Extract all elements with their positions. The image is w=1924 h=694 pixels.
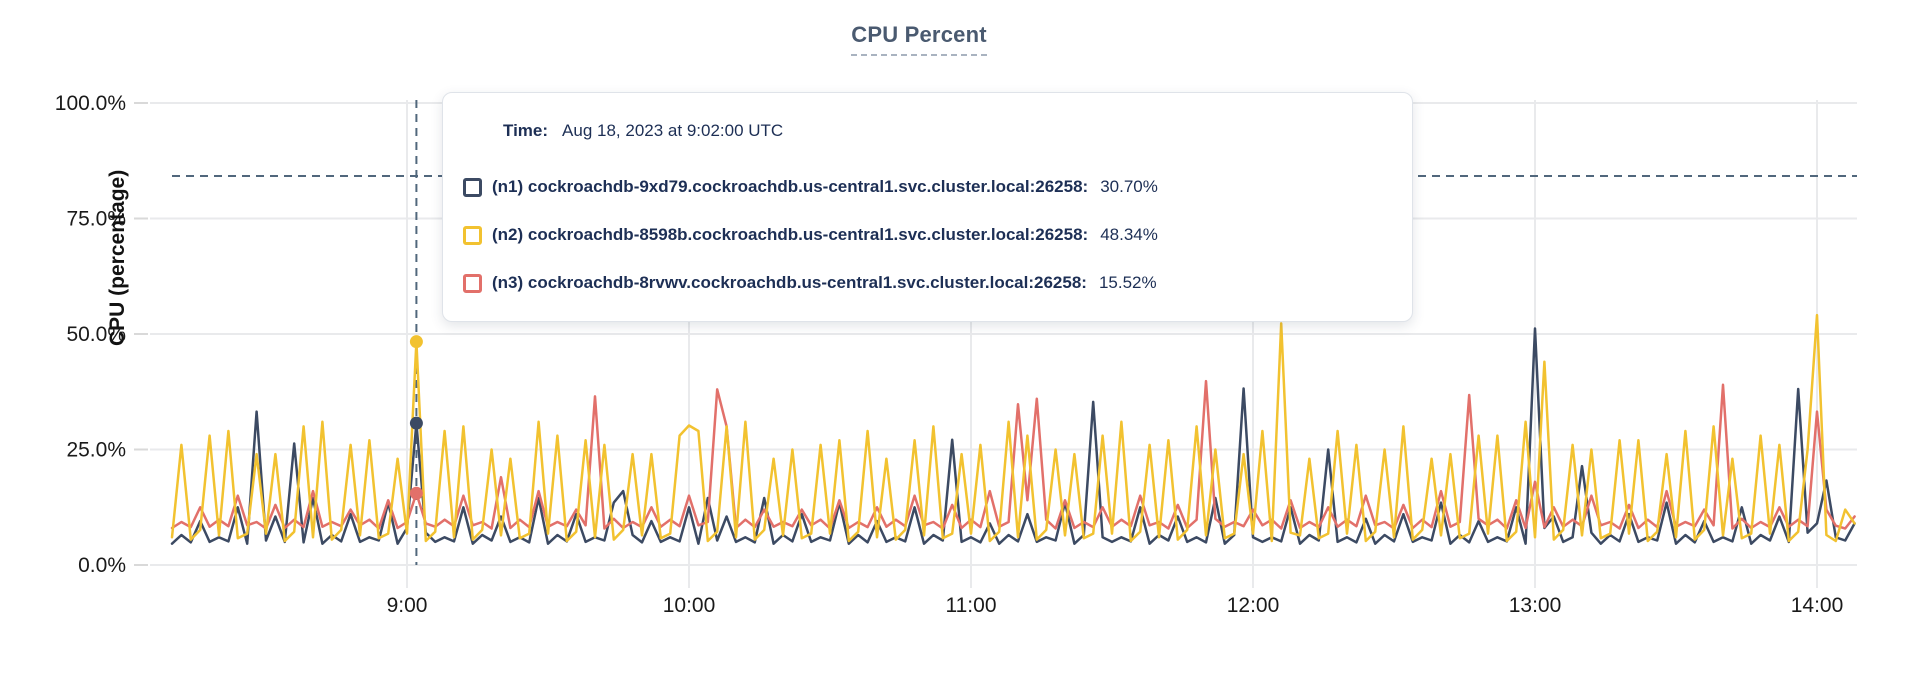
series-n2-swatch-icon [463,225,482,245]
tooltip-time-value: Aug 18, 2023 at 9:02:00 UTC [562,121,784,140]
y-tick-label: 25.0% [66,439,126,462]
x-tick-label: 13:00 [1509,594,1562,617]
y-axis-title: CPU (percentage) [106,169,130,346]
x-tick-label: 12:00 [1227,594,1280,617]
y-tick-label: 75.0% [66,208,126,231]
series-n3-value: 15.52% [1098,273,1157,292]
series-line-n1 [170,327,1856,545]
series-n3-swatch-icon [463,273,482,293]
x-tick-label: 9:00 [387,594,428,617]
y-tick-label: 0.0% [78,554,126,577]
series-n3-label: (n3) cockroachdb-8rvwv.cockroachdb.us-ce… [492,273,1087,292]
hover-tooltip: Time: Aug 18, 2023 at 9:02:00 UTC (n1) c… [442,92,1413,322]
y-tick-label: 100.0% [55,92,126,115]
series-n1-label: (n1) cockroachdb-9xd79.cockroachdb.us-ce… [492,177,1089,196]
tooltip-time-row: Time: Aug 18, 2023 at 9:02:00 UTC [503,115,1384,147]
x-tick-label: 11:00 [946,594,997,617]
hover-dot-n2 [409,335,423,349]
chart-title: CPU Percent [851,22,987,56]
hover-dot-n1 [409,416,423,430]
tooltip-series-row: (n3) cockroachdb-8rvwv.cockroachdb.us-ce… [463,259,1384,307]
x-tick-label: 10:00 [663,594,716,617]
tooltip-time-label: Time: [503,121,549,140]
tooltip-series-row: (n2) cockroachdb-8598b.cockroachdb.us-ce… [463,211,1384,259]
chart-title-wrap: CPU Percent [0,22,1881,56]
series-n1-value: 30.70% [1100,177,1158,196]
tooltip-series-row: (n1) cockroachdb-9xd79.cockroachdb.us-ce… [463,163,1384,211]
x-tick-label: 14:00 [1791,594,1844,617]
series-line-n2 [170,313,1856,543]
hover-dot-n3 [409,486,423,500]
series-n2-value: 48.34% [1100,225,1158,244]
series-n2-label: (n2) cockroachdb-8598b.cockroachdb.us-ce… [492,225,1089,244]
y-tick-label: 50.0% [66,323,126,346]
series-n1-swatch-icon [463,177,482,197]
